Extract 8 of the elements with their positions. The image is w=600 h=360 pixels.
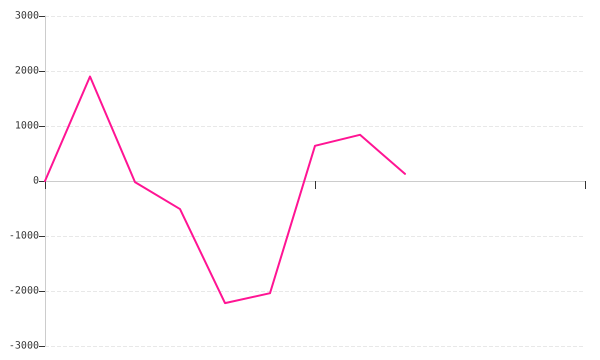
y-tick-label: 2000	[14, 66, 39, 76]
y-tick-label: 3000	[14, 10, 39, 22]
y-tick-label: -1000	[8, 230, 39, 242]
line-series	[44, 76, 406, 304]
y-tick-label: -2000	[8, 286, 39, 296]
y-tick-label: -3000	[8, 340, 39, 352]
y-tick-label: 0	[32, 176, 39, 186]
y-tick-label: 1000	[14, 120, 39, 132]
